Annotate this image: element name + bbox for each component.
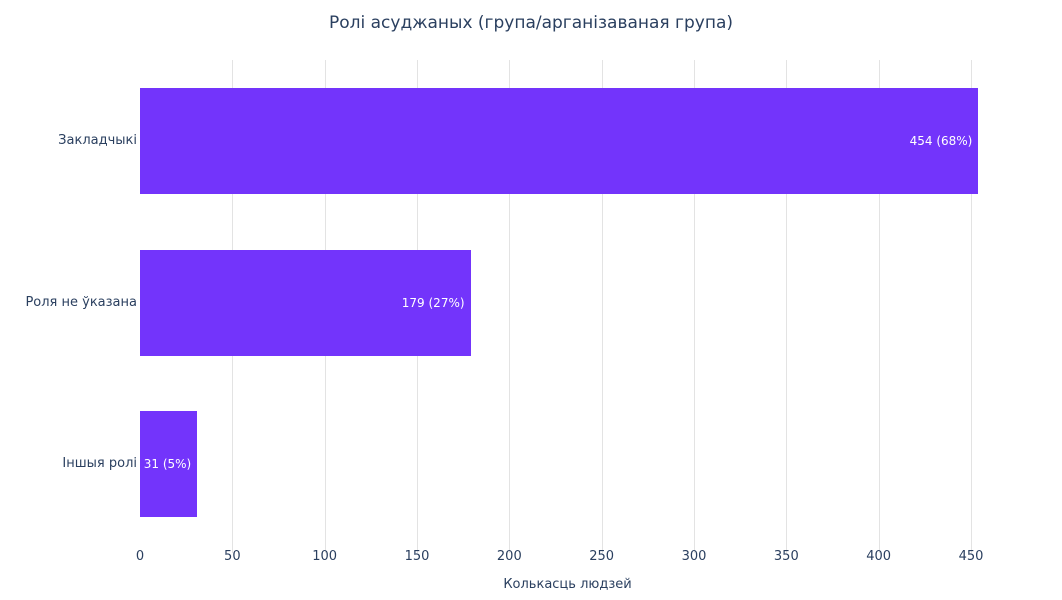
gridline xyxy=(786,60,788,553)
x-tick-label: 0 xyxy=(135,549,145,564)
bar-0[interactable]: 454 (68%) xyxy=(140,87,979,194)
x-tick-label: 350 xyxy=(773,549,799,564)
x-tick-label: 400 xyxy=(866,549,892,564)
y-tick-label: Іншыя ролі xyxy=(62,456,137,472)
gridline xyxy=(878,60,880,553)
x-tick-label: 300 xyxy=(681,549,707,564)
y-tick-label: Роля не ўказана xyxy=(25,294,137,310)
gridline xyxy=(509,60,511,553)
x-tick-label: 100 xyxy=(312,549,338,564)
x-tick-label: 450 xyxy=(958,549,984,564)
gridline xyxy=(601,60,603,553)
y-tick-label: Закладчыкі xyxy=(58,132,137,148)
x-tick-label: 150 xyxy=(404,549,430,564)
bar-value-label: 31 (5%) xyxy=(143,457,192,472)
bar-2[interactable]: 31 (5%) xyxy=(140,411,198,518)
x-tick-label: 200 xyxy=(496,549,522,564)
gridline xyxy=(693,60,695,553)
bar-1[interactable]: 179 (27%) xyxy=(140,249,471,356)
x-tick-label: 250 xyxy=(589,549,615,564)
x-axis-title: Колькасць людзей xyxy=(503,577,632,592)
gridline xyxy=(970,60,972,553)
x-axis-ticks: 0 50 100 150 200 250 300 350 400 450 xyxy=(136,549,995,567)
y-axis-labels: Закладчыкі Роля не ўказана Іншыя ролі xyxy=(0,60,137,545)
bar-value-label: 454 (68%) xyxy=(909,133,973,148)
chart-title: Ролі асуджаных (група/арганізаваная груп… xyxy=(328,13,734,33)
x-tick-label: 50 xyxy=(224,549,241,564)
plot-area: 454 (68%) 179 (27%) 31 (5%) xyxy=(140,60,995,553)
bar-value-label: 179 (27%) xyxy=(401,295,465,310)
